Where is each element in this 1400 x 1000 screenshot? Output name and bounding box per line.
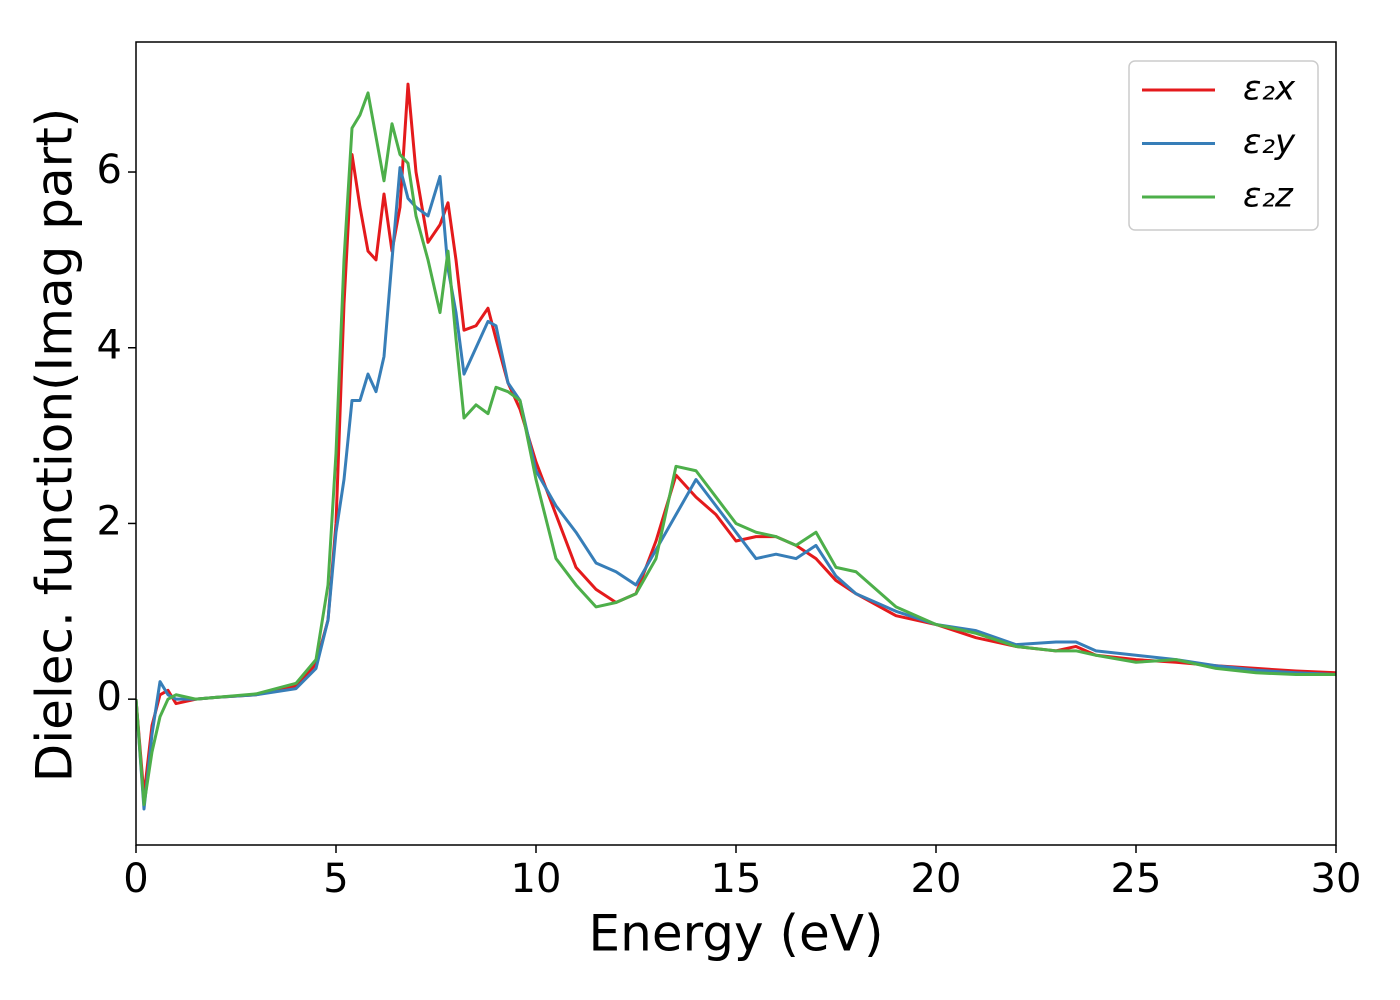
plot-frame [135,41,1337,846]
x-tick-label: 20 [911,856,962,902]
x-tick-label: 5 [323,856,348,902]
y-axis-label: Dielec. function(Imag part) [26,108,84,783]
x-axis-label: Energy (eV) [589,905,884,963]
data-line [136,166,1336,811]
y-tick-label: 0 [97,674,122,720]
legend-label: ε₂z [1243,176,1294,216]
legend-label: ε₂y [1243,122,1296,162]
x-tick-label: 15 [711,856,762,902]
y-tick-label: 2 [97,498,122,544]
x-tick-label: 10 [511,856,562,902]
legend-label: ε₂x [1243,69,1296,109]
x-tick-label: 30 [1311,856,1362,902]
legend-box [1128,60,1319,231]
y-tick-label: 4 [97,323,122,369]
x-tick-label: 25 [1111,856,1162,902]
x-tick-label: 0 [123,856,148,902]
y-tick-label: 6 [97,147,122,193]
data-line [136,91,1336,807]
